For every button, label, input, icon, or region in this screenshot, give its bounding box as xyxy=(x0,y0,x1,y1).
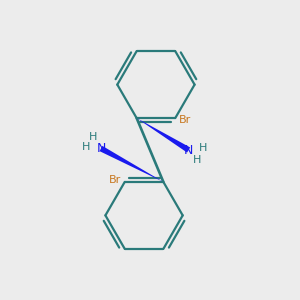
Polygon shape xyxy=(100,146,164,182)
Text: Br: Br xyxy=(109,176,121,185)
Text: H: H xyxy=(193,155,201,165)
Text: H: H xyxy=(199,142,207,153)
Text: H: H xyxy=(82,142,90,152)
Text: Br: Br xyxy=(179,115,191,124)
Text: N: N xyxy=(96,142,106,155)
Polygon shape xyxy=(136,118,190,152)
Text: H: H xyxy=(89,132,98,142)
Text: N: N xyxy=(184,143,193,157)
